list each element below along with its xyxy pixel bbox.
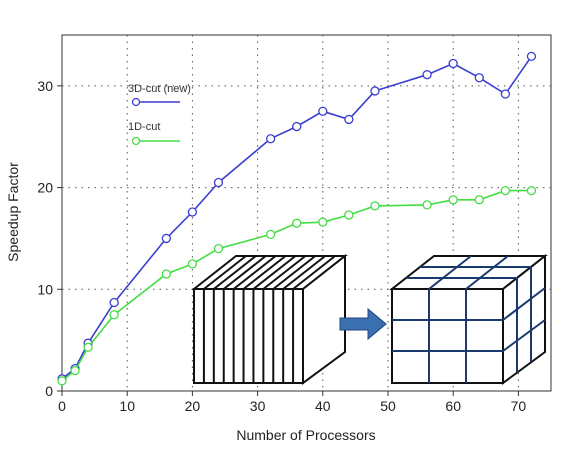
data-point [526, 51, 537, 62]
data-point [187, 259, 198, 269]
data-point [213, 243, 224, 254]
data-point [318, 106, 328, 116]
decomposition-illustration [191, 253, 548, 385]
x-tick-label: 20 [185, 398, 201, 414]
legend-item-3d: 3D-cut (new) [128, 83, 191, 107]
x-tick-label: 40 [315, 398, 331, 414]
data-point [70, 366, 80, 376]
data-point [422, 70, 432, 80]
data-point [161, 269, 171, 279]
data-point [448, 195, 458, 205]
legend-marker-3d [131, 97, 141, 107]
data-point [213, 177, 224, 188]
slab-divider-top [213, 255, 257, 290]
x-tick-label: 0 [58, 398, 66, 414]
grid-lines [62, 35, 551, 391]
3d-cube-block-icon [389, 253, 548, 385]
y-tick-label: 20 [37, 180, 53, 196]
data-point [526, 185, 537, 196]
x-tick-label: 30 [250, 398, 266, 414]
slab-divider-top [233, 255, 277, 290]
y-tick-label: 10 [37, 281, 53, 297]
data-point [57, 376, 67, 386]
data-point [161, 233, 171, 244]
1d-slab-block-icon [191, 253, 348, 385]
legend-marker-1d [131, 136, 141, 146]
data-point [265, 134, 276, 144]
data-point [109, 310, 119, 320]
data-point [187, 207, 198, 217]
slab-divider-top [252, 255, 297, 290]
y-axis-title: Speedup Factor [5, 162, 21, 262]
legend-label-3d: 3D-cut (new) [128, 83, 191, 95]
legend: 3D-cut (new) 1D-cut [128, 83, 191, 146]
x-tick-label: 70 [511, 398, 527, 414]
slab-divider-top [223, 255, 267, 290]
data-point [422, 200, 432, 210]
data-point [292, 218, 302, 228]
data-point [292, 121, 302, 132]
x-tick-label: 50 [380, 398, 396, 414]
data-point [344, 114, 354, 125]
series-1 [57, 185, 537, 386]
arrow-right-icon [339, 307, 387, 341]
plot-frame [61, 34, 552, 392]
slab-divider-top [292, 255, 336, 290]
data-point [474, 195, 484, 205]
data-point [448, 58, 458, 69]
axis-ticks: 0 10 20 30 40 50 60 70 0 10 20 30 [37, 78, 526, 414]
x-tick-label: 60 [445, 398, 461, 414]
data-series [57, 51, 537, 386]
slab-divider-top [272, 255, 316, 290]
x-tick-label: 10 [119, 398, 135, 414]
x-axis-title: Number of Processors [236, 427, 375, 443]
data-point [318, 217, 328, 227]
data-point [344, 210, 354, 220]
y-tick-label: 30 [37, 78, 53, 94]
data-point [370, 86, 380, 96]
data-point [83, 342, 93, 352]
y-tick-label: 0 [45, 383, 53, 399]
data-point [500, 89, 511, 99]
slab-divider-top [242, 255, 287, 290]
data-point [474, 73, 484, 83]
slab-divider-top [282, 255, 326, 290]
data-point [500, 185, 511, 196]
data-point [109, 297, 119, 308]
legend-label-1d: 1D-cut [128, 121, 160, 133]
legend-item-1d: 1D-cut [128, 121, 180, 146]
data-point [265, 229, 276, 240]
slab-divider-top [203, 255, 247, 290]
data-point [370, 201, 380, 211]
slab-divider-top [262, 255, 306, 290]
